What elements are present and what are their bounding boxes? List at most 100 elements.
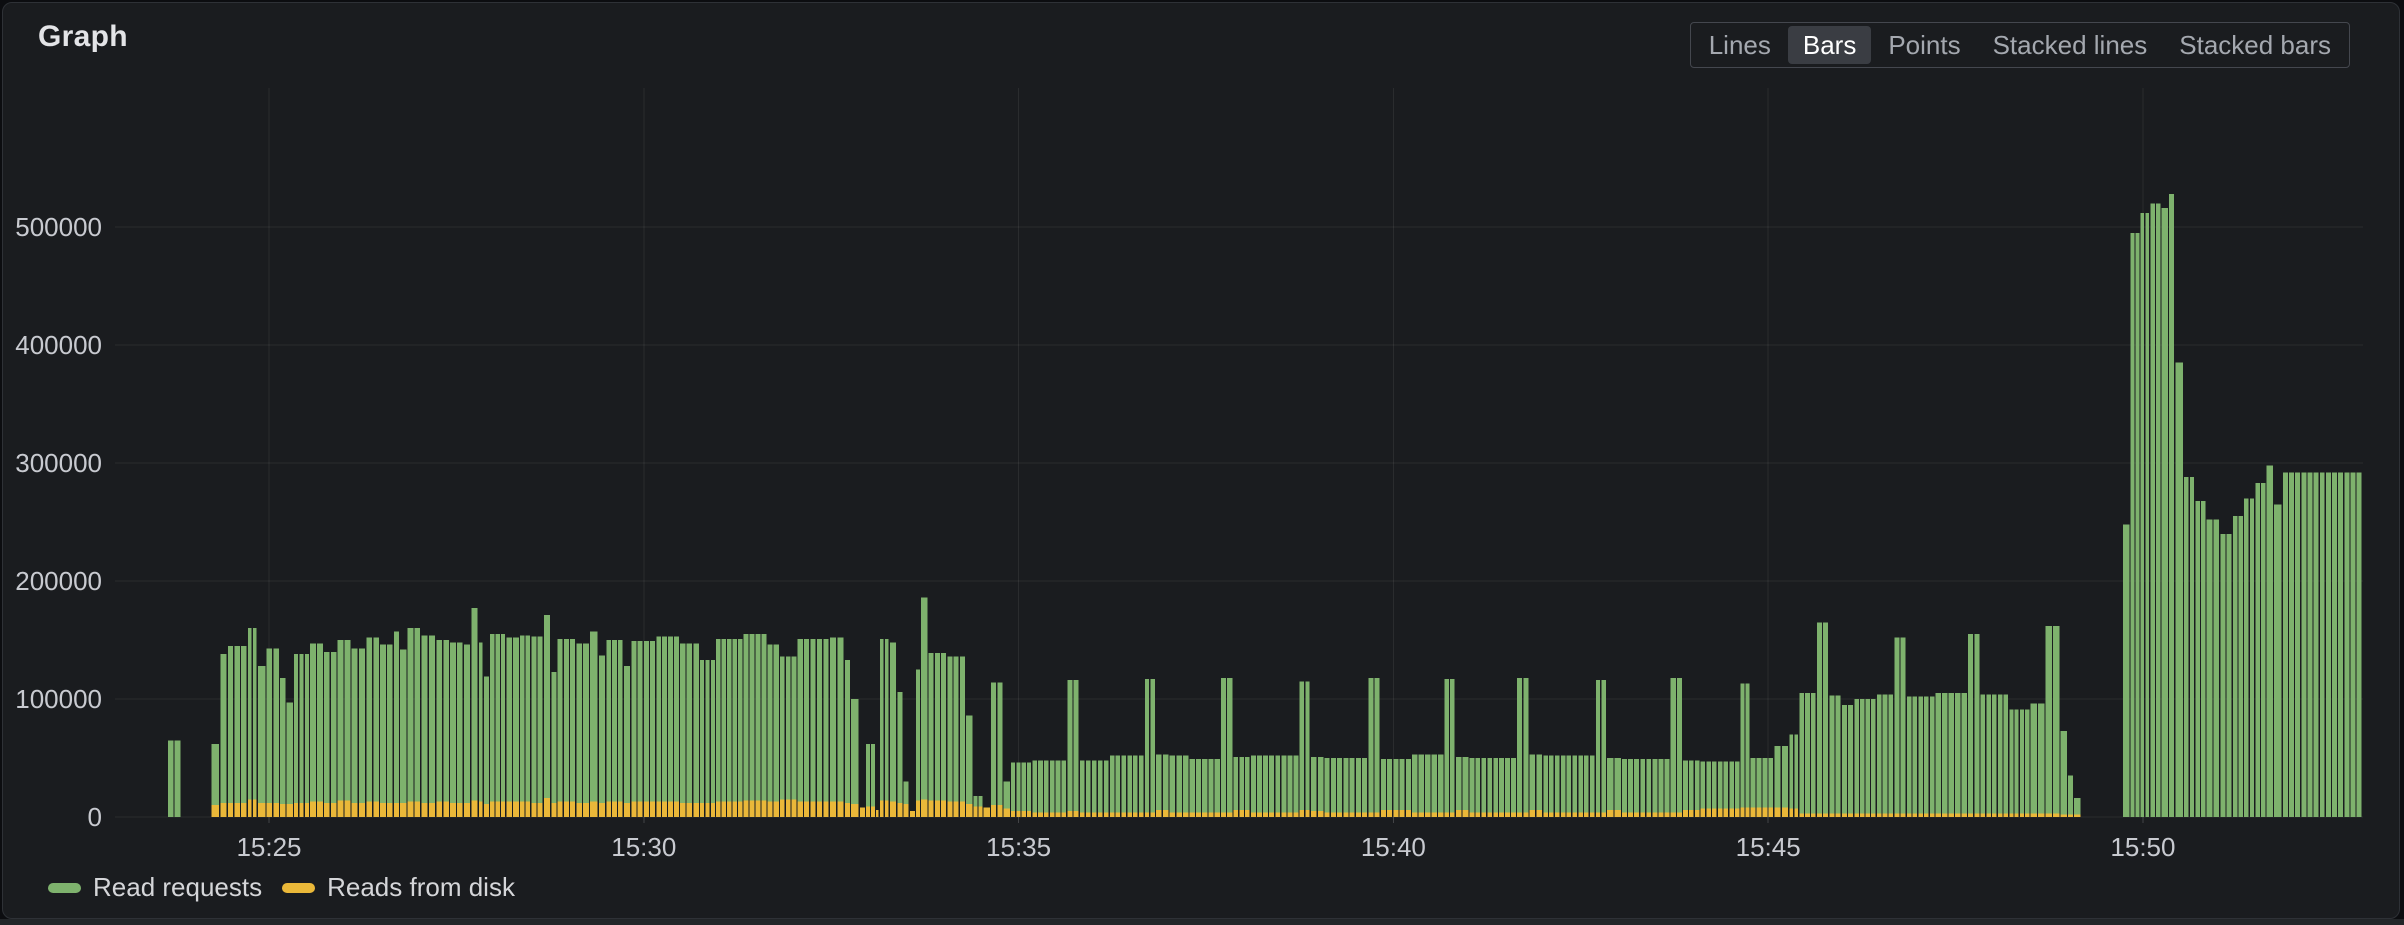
bar-read-requests [1865, 699, 1871, 817]
bar-read-requests [428, 635, 436, 817]
bar-read-requests [293, 654, 299, 817]
bar-read-requests [344, 640, 351, 817]
bar-read-requests [414, 628, 421, 817]
bar-read-requests [1362, 758, 1368, 817]
bar-reads-from-disk [1208, 812, 1214, 817]
bar-reads-from-disk [1310, 811, 1317, 817]
bar-read-requests [2145, 212, 2150, 818]
bar-read-requests [1079, 760, 1085, 817]
bar-reads-from-disk [1523, 812, 1529, 817]
bar-reads-from-disk [1974, 813, 1980, 817]
bar-reads-from-disk [1511, 812, 1516, 817]
x-axis-tick-label: 15:50 [2110, 832, 2175, 862]
bar-read-requests [2175, 362, 2183, 817]
bar-read-requests [2232, 516, 2238, 817]
bar-reads-from-disk [2019, 813, 2025, 817]
bar-read-requests [1085, 760, 1091, 817]
bar-reads-from-disk [2060, 814, 2067, 817]
bar-read-requests [1091, 760, 1097, 817]
bar-reads-from-disk [1499, 812, 1504, 817]
bar-read-requests [1589, 755, 1595, 817]
toolbar-option-lines[interactable]: Lines [1694, 26, 1786, 64]
bar-reads-from-disk [1835, 813, 1841, 817]
bar-reads-from-disk [1918, 813, 1923, 817]
bar-reads-from-disk [2074, 814, 2081, 817]
bar-reads-from-disk [837, 801, 844, 817]
bar-reads-from-disk [373, 801, 379, 817]
bar-read-requests [2189, 477, 2195, 817]
bar-reads-from-disk [500, 801, 506, 817]
bar-reads-from-disk [1549, 812, 1554, 817]
bar-read-requests [1640, 759, 1646, 817]
bar-reads-from-disk [1061, 812, 1067, 817]
bar-read-requests [1835, 695, 1841, 817]
bar-reads-from-disk [876, 809, 879, 817]
bar-read-requests [1450, 678, 1455, 817]
bar-read-requests [791, 656, 797, 817]
bar-reads-from-disk [851, 804, 859, 817]
bar-read-requests [1906, 696, 1912, 817]
bar-read-requests [495, 634, 500, 817]
bar-reads-from-disk [779, 799, 785, 817]
legend-item-reads-from-disk[interactable]: Reads from disk [282, 872, 515, 903]
bar-reads-from-disk [1689, 809, 1694, 817]
bar-reads-from-disk [1683, 809, 1688, 817]
bar-read-requests [490, 634, 495, 817]
bar-read-requests [844, 660, 850, 817]
bar-read-requests [1487, 758, 1493, 817]
toolbar-option-bars[interactable]: Bars [1787, 26, 1872, 64]
bar-reads-from-disk [1816, 813, 1822, 817]
bar-reads-from-disk [1195, 812, 1202, 817]
bar-read-requests [2282, 472, 2288, 817]
bar-reads-from-disk [631, 801, 637, 817]
toolbar-option-stacked-lines[interactable]: Stacked lines [1978, 26, 2163, 64]
bar-reads-from-disk [866, 806, 870, 817]
bar-reads-from-disk [400, 802, 407, 817]
bar-reads-from-disk [1043, 812, 1049, 817]
bar-read-requests [1924, 696, 1929, 817]
bar-read-requests [1281, 755, 1287, 817]
bar-read-requests [1343, 758, 1349, 817]
bar-read-requests [598, 655, 606, 817]
bar-read-requests [2201, 500, 2206, 817]
bar-read-requests [797, 638, 803, 817]
bar-reads-from-disk [1607, 809, 1614, 817]
bar-read-requests [1823, 622, 1829, 817]
bar-read-requests [1974, 634, 1980, 817]
x-axis-tick-label: 15:35 [986, 832, 1051, 862]
bar-read-requests [2338, 472, 2344, 817]
bar-reads-from-disk [310, 801, 316, 817]
y-axis-tick-label: 500000 [15, 212, 102, 242]
bar-reads-from-disk [1859, 813, 1865, 817]
bar-read-requests [1781, 746, 1789, 817]
bar-read-requests [1305, 681, 1310, 817]
bar-reads-from-disk [1305, 809, 1310, 817]
bar-read-requests [1997, 694, 2003, 817]
bar-read-requests [921, 597, 928, 817]
toolbar-option-points[interactable]: Points [1873, 26, 1975, 64]
bar-read-requests [463, 644, 471, 817]
bar-reads-from-disk [358, 802, 366, 817]
bar-reads-from-disk [280, 804, 286, 817]
bar-read-requests [478, 642, 483, 817]
legend-item-read-requests[interactable]: Read requests [48, 872, 262, 903]
bar-read-requests [2156, 203, 2161, 817]
bar-reads-from-disk [1450, 812, 1455, 817]
toolbar-option-stacked-bars[interactable]: Stacked bars [2164, 26, 2346, 64]
bar-read-requests [1121, 755, 1127, 817]
bar-reads-from-disk [2009, 813, 2014, 817]
bar-reads-from-disk [710, 802, 716, 817]
bar-reads-from-disk [743, 800, 749, 817]
bar-read-requests [1912, 696, 1918, 817]
bar-read-requests [2130, 232, 2135, 817]
bar-read-requests [1948, 693, 1954, 817]
bar-read-requests [1900, 637, 1906, 817]
bar-read-requests [1816, 622, 1822, 817]
bar-read-requests [1992, 694, 1997, 817]
bar-read-requests [1444, 678, 1450, 817]
bar-read-requests [837, 637, 844, 817]
bar-reads-from-disk [674, 801, 679, 817]
bar-reads-from-disk [1589, 812, 1595, 817]
